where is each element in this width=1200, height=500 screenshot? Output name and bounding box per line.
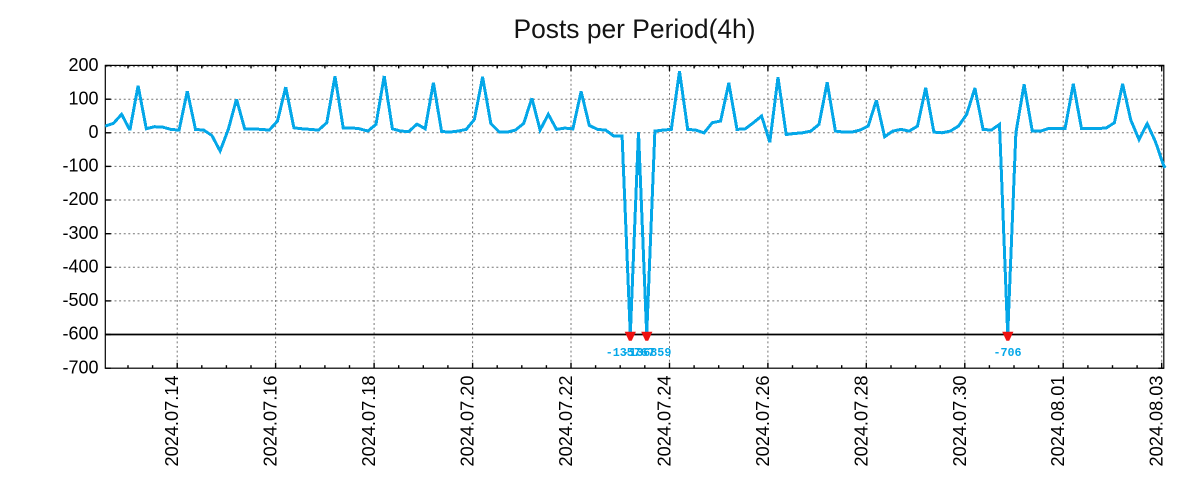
svg-text:2024.07.28: 2024.07.28 bbox=[851, 376, 871, 467]
svg-text:-300: -300 bbox=[62, 223, 98, 243]
svg-text:200: 200 bbox=[68, 55, 98, 75]
svg-text:0: 0 bbox=[88, 122, 98, 142]
svg-text:-200: -200 bbox=[62, 189, 98, 209]
svg-text:-500: -500 bbox=[62, 290, 98, 310]
svg-text:2024.07.30: 2024.07.30 bbox=[950, 376, 970, 467]
svg-text:2024.07.14: 2024.07.14 bbox=[162, 376, 182, 467]
svg-text:-135767: -135767 bbox=[606, 346, 655, 360]
svg-text:2024.08.01: 2024.08.01 bbox=[1048, 376, 1068, 467]
svg-text:2024.07.16: 2024.07.16 bbox=[261, 376, 281, 467]
svg-text:2024.07.20: 2024.07.20 bbox=[458, 376, 478, 467]
svg-text:-400: -400 bbox=[62, 257, 98, 277]
svg-text:100: 100 bbox=[68, 88, 98, 108]
svg-text:2024.07.24: 2024.07.24 bbox=[655, 376, 675, 467]
svg-text:-700: -700 bbox=[62, 357, 98, 377]
svg-text:-136859: -136859 bbox=[622, 346, 671, 360]
svg-text:-706: -706 bbox=[993, 346, 1021, 360]
svg-text:Posts per Period(4h): Posts per Period(4h) bbox=[513, 14, 755, 44]
svg-text:-600: -600 bbox=[62, 324, 98, 344]
svg-text:-100: -100 bbox=[62, 156, 98, 176]
svg-text:2024.07.26: 2024.07.26 bbox=[753, 376, 773, 467]
svg-text:2024.07.18: 2024.07.18 bbox=[359, 376, 379, 467]
svg-text:2024.08.03: 2024.08.03 bbox=[1147, 376, 1167, 467]
svg-text:2024.07.22: 2024.07.22 bbox=[556, 376, 576, 467]
